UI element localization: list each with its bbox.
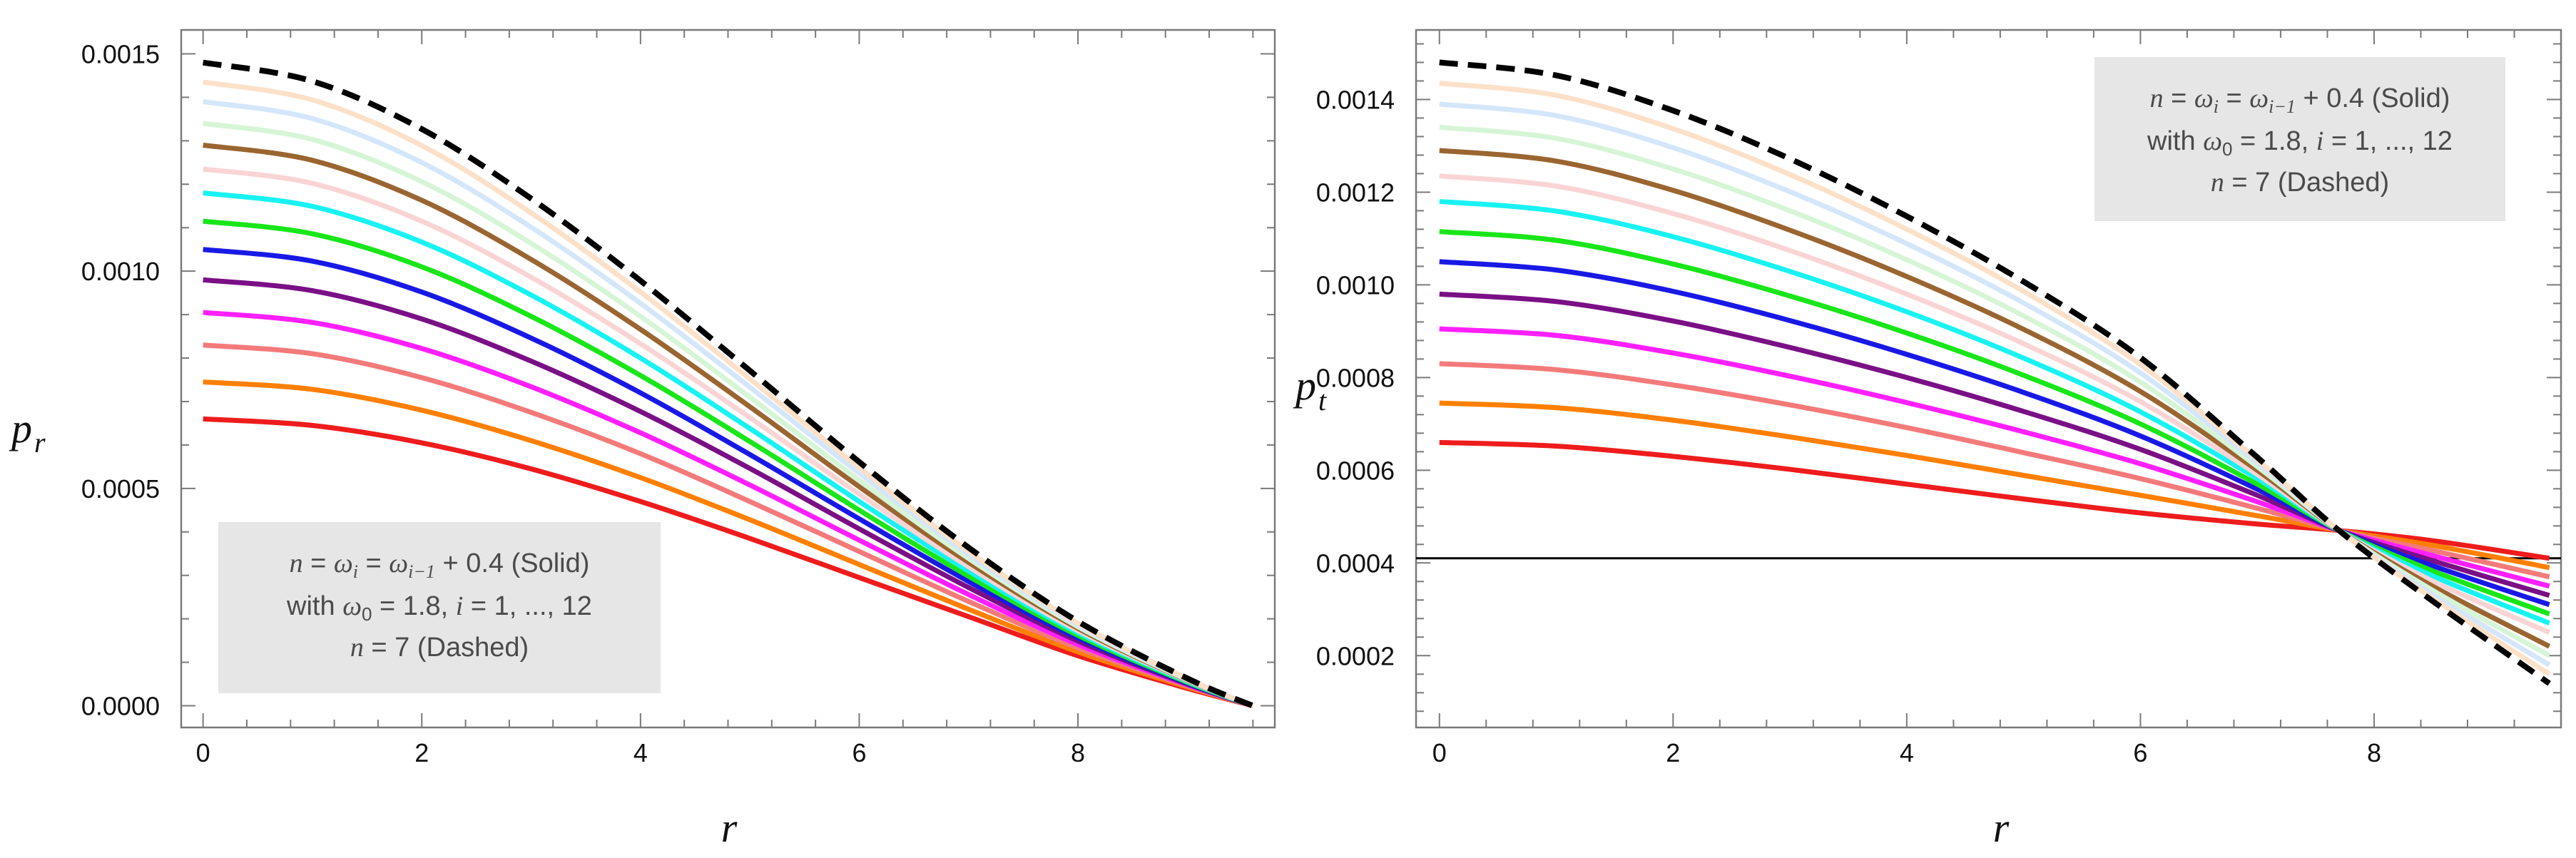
legend-with: with [286,591,342,621]
legend-eq2: = [358,548,389,578]
legend-line1-rest: + 0.4 (Solid) [2296,83,2450,113]
legend-with: with [2147,126,2203,156]
x-tick-label: 4 [633,738,648,767]
y-tick-label: 0.0005 [81,474,160,504]
y-axis-label-sub: r [34,427,46,459]
series-line-4: ω4 = 3.0 (Solid) [203,310,1254,708]
x-tick-label: 0 [196,738,210,767]
legend-line-2: with ω0 = 1.8, i = 1, ..., 12 [286,591,592,625]
x-tick-label: 6 [2133,738,2147,767]
y-tick-label: 0.0015 [81,40,160,69]
y-tick-label: 0.0010 [81,257,160,286]
y-tick-label: 0.0014 [1316,85,1395,114]
series-line-2: ω2 = 2.2 (Solid) [203,379,1254,708]
legend-omega0: ω [2203,126,2222,156]
legend-omega-prev: ω [2249,83,2269,113]
legend-line2-mid: = 1.8, [2233,126,2316,156]
y-tick-label: 0.0006 [1316,456,1395,485]
legend-eq: = [2164,83,2194,113]
y-axis-label-main: p [9,405,32,451]
legend-box [218,522,661,693]
series-line-10: ω10 = 5.4 (Solid) [1439,148,2551,649]
legend-omega-sub: i [353,561,358,582]
chart-panel-2: 0 2 4 6 8 0.0002 0.0004 0.0006 0.0008 0.0010 0.001… [1293,29,2562,851]
series-group: ω1 = 1.8 (Solid)ω2 = 2.2 (Solid)ω3 = 2.6… [1416,59,2561,686]
legend-omega: ω [334,548,353,578]
y-tick-label: 0.0004 [1316,548,1395,578]
legend-n7: n [350,633,364,663]
series-line-14: n = 7 (Dashed) [1439,59,2551,686]
x-tick-label: 6 [852,738,866,767]
legend-line3-post: = 7 (Dashed) [364,633,529,663]
legend-omega0: ω [342,591,362,621]
legend-eq2: = [2219,83,2249,113]
legend-box [2094,57,2505,221]
legend-line-3: n = 7 (Dashed) [2211,168,2389,198]
x-tick-label: 2 [1666,738,1680,767]
legend-eq: = [303,548,334,578]
legend: n = ωi = ωi−1 + 0.4 (Solid)with ω0 = 1.8… [2094,57,2505,221]
x-tick-label: 2 [414,738,429,767]
legend-line2-mid: = 1.8, [372,591,456,621]
legend-omega0-sub: 0 [362,603,372,625]
series-line-3: ω3 = 2.6 (Solid) [203,342,1254,708]
series-line-14: n = 7 (Dashed) [202,59,1254,709]
series-line-5: ω5 = 3.4 (Solid) [203,277,1254,708]
y-tick-label: 0.0002 [1316,641,1395,670]
legend-omega-sub: i [2214,96,2219,117]
legend-omega: ω [2194,83,2214,113]
y-tick-label: 0.0010 [1316,270,1395,300]
legend-n: n [290,548,303,578]
legend-omega-prev-sub: i−1 [2269,96,2296,117]
legend-omega-prev: ω [389,548,408,578]
x-axis-label: r [721,805,738,851]
x-tick-label: 8 [2367,738,2381,767]
x-tick-label: 8 [1071,738,1085,767]
y-tick-label: 0.0000 [81,692,160,721]
y-axis-label-main: p [1293,362,1316,409]
x-axis-label: r [1993,805,2010,851]
legend-line1-rest: + 0.4 (Solid) [435,548,590,578]
legend: n = ωi = ωi−1 + 0.4 (Solid)with ω0 = 1.8… [218,522,661,693]
legend-line-1: n = ωi = ωi−1 + 0.4 (Solid) [290,548,590,582]
legend-n: n [2150,83,2164,113]
y-axis-label: p [1293,362,1316,409]
series-line-1: ω1 = 1.8 (Solid) [203,416,1254,708]
legend-omega0-sub: 0 [2222,138,2232,160]
legend-omega-prev-sub: i−1 [408,561,435,582]
x-tick-label: 0 [1432,738,1447,767]
legend-line2-post: = 1, ..., 12 [2323,126,2453,156]
y-tick-label: 0.0012 [1316,178,1395,207]
x-tick-label: 4 [1900,738,1914,767]
legend-line-1: n = ωi = ωi−1 + 0.4 (Solid) [2150,83,2450,117]
legend-line-2: with ω0 = 1.8, i = 1, ..., 12 [2147,126,2453,160]
legend-i: i [2316,126,2324,156]
legend-line3-post: = 7 (Dashed) [2224,168,2389,198]
y-tick-label: 0.0008 [1316,363,1395,392]
series-group: ω1 = 1.8 (Solid)ω2 = 2.2 (Solid)ω3 = 2.6… [202,59,1254,709]
y-axis-label: p [9,405,32,451]
legend-n7: n [2211,168,2224,198]
legend-line-3: n = 7 (Dashed) [350,633,529,663]
legend-i: i [456,591,464,621]
legend-line2-post: = 1, ..., 12 [463,591,592,621]
y-axis-label-sub: t [1318,384,1327,417]
plot-frame [1415,29,2562,729]
